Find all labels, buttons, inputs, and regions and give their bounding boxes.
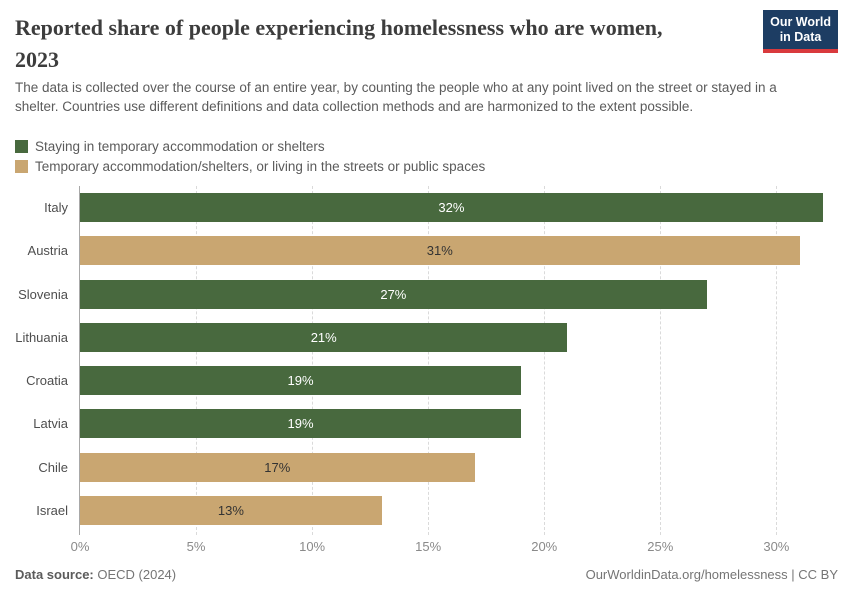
gridline: [544, 186, 546, 535]
bar-row: Croatia 19%: [0, 359, 850, 402]
legend-label: Temporary accommodation/shelters, or liv…: [35, 159, 486, 174]
owid-logo-line1: Our World: [770, 15, 831, 29]
legend-item-combined: Temporary accommodation/shelters, or liv…: [15, 159, 485, 174]
bar-value-label: 19%: [287, 416, 314, 432]
bar-austria[interactable]: 31%: [80, 236, 800, 266]
owid-logo: Our World in Data: [763, 10, 838, 53]
bar-slovenia[interactable]: 27%: [80, 279, 707, 309]
country-label-chile: Chile: [38, 459, 68, 475]
bar-row: Austria 31%: [0, 229, 850, 272]
legend-item-shelter: Staying in temporary accommodation or sh…: [15, 139, 485, 154]
gridline: [776, 186, 778, 535]
attribution-link[interactable]: OurWorldinData.org/homelessness | CC BY: [585, 567, 838, 582]
bar-croatia[interactable]: 19%: [80, 366, 522, 395]
x-axis-tick-label: 20%: [531, 539, 558, 554]
legend-swatch-icon: [15, 140, 28, 153]
gridline: [660, 186, 662, 535]
country-label-israel: Israel: [36, 502, 68, 518]
x-axis-tick-label: 15%: [415, 539, 442, 554]
data-source-value: OECD (2024): [93, 567, 177, 582]
bar-value-label: 13%: [217, 502, 244, 518]
bar-row: Slovenia 27%: [0, 273, 850, 316]
bar-value-label: 17%: [264, 459, 291, 475]
bar-row: Latvia 19%: [0, 402, 850, 445]
bar-chart: Italy 32% Austria 31% Slovenia 27% Lithuania 21…: [0, 186, 850, 554]
bar-row: Israel 13%: [0, 489, 850, 532]
bar-row: Chile 17%: [0, 446, 850, 489]
country-label-latvia: Latvia: [33, 416, 68, 432]
x-axis-tick-label: 30%: [763, 539, 790, 554]
data-source-label: Data source:: [15, 567, 94, 582]
bar-lithuania[interactable]: 21%: [80, 322, 568, 352]
x-axis-tick-label: 5%: [186, 539, 206, 554]
bar-chile[interactable]: 17%: [80, 452, 475, 482]
legend: Staying in temporary accommodation or sh…: [15, 139, 485, 174]
country-label-italy: Italy: [44, 200, 68, 215]
y-axis-line: [79, 186, 80, 535]
gridline: [312, 186, 314, 535]
bar-value-label: 19%: [287, 373, 314, 388]
bar-value-label: 27%: [380, 286, 407, 302]
x-axis-tick-label: 10%: [299, 539, 326, 554]
legend-swatch-icon: [15, 160, 28, 173]
gridline: [196, 186, 198, 535]
page-title: Reported share of people experiencing ho…: [15, 15, 663, 72]
country-label-slovenia: Slovenia: [18, 286, 68, 302]
x-axis-tick-label: 0%: [70, 539, 90, 554]
country-label-austria: Austria: [27, 243, 68, 259]
country-label-croatia: Croatia: [26, 373, 68, 388]
bar-italy[interactable]: 32%: [80, 193, 823, 222]
bar-value-label: 31%: [426, 243, 453, 259]
bar-row: Italy 32%: [0, 186, 850, 229]
bar-israel[interactable]: 13%: [80, 495, 382, 525]
owid-logo-line2: in Data: [779, 30, 822, 44]
bar-latvia[interactable]: 19%: [80, 409, 522, 439]
gridline: [428, 186, 430, 535]
bar-value-label: 32%: [438, 200, 465, 215]
country-label-lithuania: Lithuania: [15, 329, 68, 345]
legend-label: Staying in temporary accommodation or sh…: [35, 139, 325, 154]
bar-value-label: 21%: [310, 329, 337, 345]
chart-footer: Data source: OECD (2024) OurWorldinData.…: [15, 567, 838, 582]
chart-subtitle: The data is collected over the course of…: [15, 80, 777, 114]
x-axis-tick-label: 25%: [647, 539, 674, 554]
bar-row: Lithuania 21%: [0, 316, 850, 359]
data-source: Data source: OECD (2024): [15, 567, 176, 582]
